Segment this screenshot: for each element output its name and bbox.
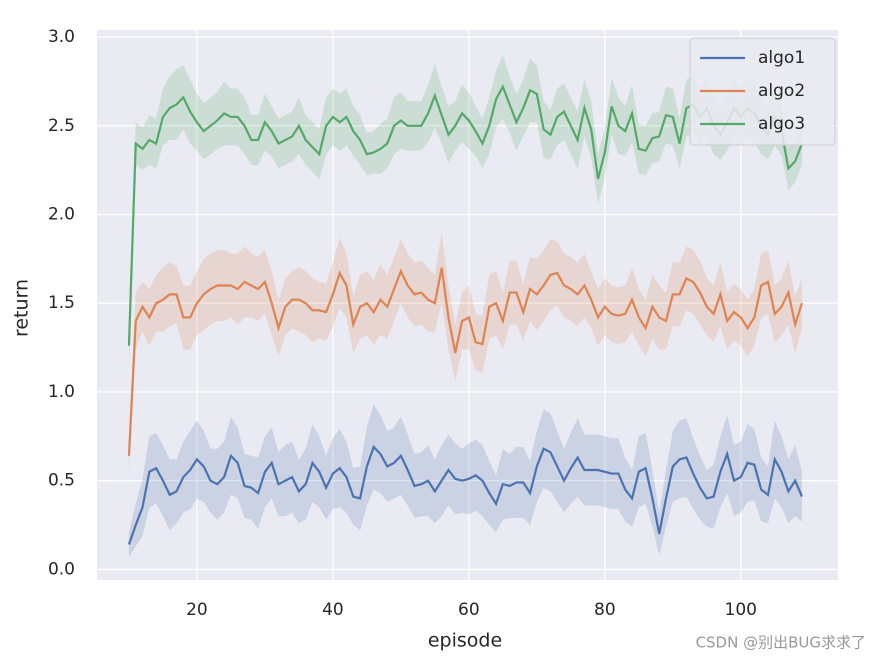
legend-box <box>689 37 836 146</box>
watermark: CSDN @别出BUG求求了 <box>696 634 866 652</box>
y-tick-label: 2.5 <box>48 116 75 136</box>
series-line <box>127 267 804 456</box>
x-tick-label: 60 <box>458 600 480 620</box>
y-tick-label: 0.5 <box>48 471 75 491</box>
legend-label: algo2 <box>758 81 805 101</box>
confidence-band <box>128 54 802 368</box>
y-tick-label: 1.0 <box>48 382 75 402</box>
x-axis-label: episode <box>428 630 502 652</box>
x-tick-label: 40 <box>322 600 344 620</box>
y-tick-label: 2.0 <box>48 205 75 225</box>
x-tick-label: 100 <box>725 600 757 620</box>
confidence-band <box>128 232 802 474</box>
legend-label: algo3 <box>758 114 805 134</box>
y-tick-label: 0.0 <box>48 559 75 579</box>
series-line <box>127 444 803 545</box>
y-tick-label: 3.0 <box>48 27 75 47</box>
y-axis-label: return <box>11 279 33 337</box>
y-tick-label: 1.5 <box>48 293 75 313</box>
x-tick-label: 20 <box>186 600 208 620</box>
legend-label: algo1 <box>758 48 805 68</box>
x-tick-label: 80 <box>594 600 616 620</box>
